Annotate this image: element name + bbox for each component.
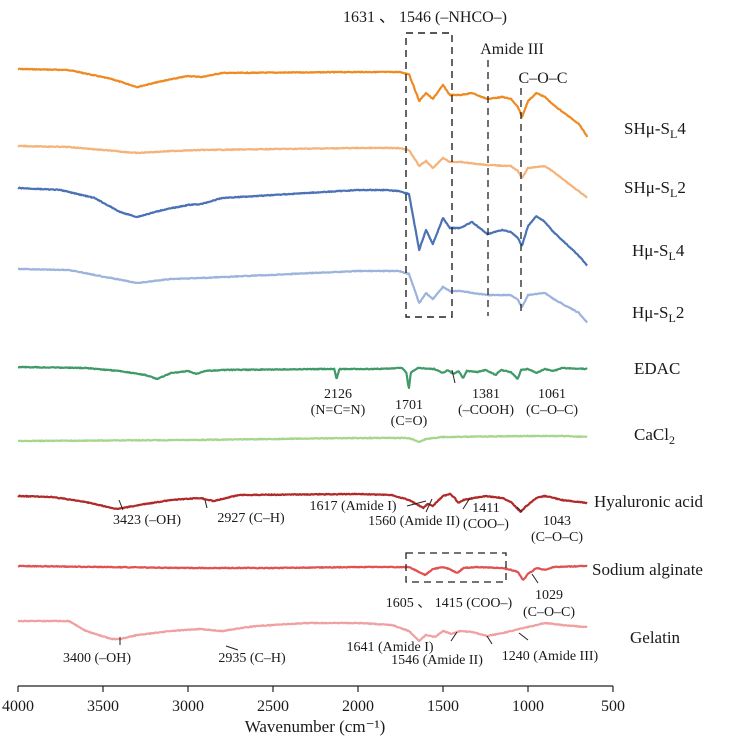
series-line-4 xyxy=(17,365,588,389)
edac-co-label: (C=O) xyxy=(391,414,428,429)
series-line-3 xyxy=(17,267,588,324)
gel-1240-label: 1240 (Amide III) xyxy=(502,649,599,664)
series-line-0 xyxy=(17,67,589,138)
x-tick-label-1500: 1500 xyxy=(427,698,459,715)
series-line-5 xyxy=(17,434,588,443)
series-line-1 xyxy=(17,144,588,199)
ha-coc-label: (C–O–C) xyxy=(531,530,583,545)
trace-label-hms4: Hμ-SL4 xyxy=(632,241,685,263)
trace-label-gelatin: Gelatin xyxy=(630,628,681,647)
x-tick-label-3000: 3000 xyxy=(172,698,204,715)
nhco-annotation: 1631 、 1546 (–NHCO–) xyxy=(343,9,507,26)
amide3-annotation: Amide III xyxy=(480,41,544,58)
ha-3423-label: 3423 (–OH) xyxy=(113,513,181,528)
nhco-dashed-box xyxy=(405,32,453,318)
trace-label-alginate: Sodium alginate xyxy=(592,560,703,579)
trace-label-shms4: SHμ-SL4 xyxy=(624,119,686,141)
series-line-8 xyxy=(17,619,588,643)
series-line-2 xyxy=(17,186,588,267)
trace-label-shms2: SHμ-SL2 xyxy=(624,178,686,200)
x-tick-label-3500: 3500 xyxy=(87,698,119,715)
gel-3400-label: 3400 (–OH) xyxy=(63,651,131,666)
ha-2927-label: 2927 (C–H) xyxy=(217,511,285,526)
ha-1043-label: 1043 xyxy=(543,514,571,529)
sa-1605-label: 1605 、 1415 (COO–) xyxy=(386,596,513,611)
annotation-leaders xyxy=(118,369,539,651)
trace-label-hms2: Hμ-SL2 xyxy=(632,303,684,325)
edac-cooh-label: (–COOH) xyxy=(458,403,514,418)
ha-1617-label: 1617 (Amide I) xyxy=(309,499,396,514)
alginate-dashed-box xyxy=(405,552,507,583)
edac-ncn-label: (N=C=N) xyxy=(311,403,366,418)
trace-labels: SHμ-SL4 SHμ-SL2 Hμ-SL4 Hμ-SL2 EDAC CaCl2… xyxy=(592,119,704,647)
edac-1701-label: 1701 xyxy=(395,398,423,413)
edac-coc-label: (C–O–C) xyxy=(526,403,578,418)
spectra-traces xyxy=(17,67,589,643)
gel-2935-label: 2935 (C–H) xyxy=(218,651,286,666)
edac-2126-label: 2126 xyxy=(324,387,352,402)
x-tick-label-2000: 2000 xyxy=(342,698,374,715)
trace-label-edac: EDAC xyxy=(634,359,680,378)
sa-coc-label: (C–O–C) xyxy=(523,605,575,620)
coc-annotation: C–O–C xyxy=(519,70,568,87)
sa-1029-label: 1029 xyxy=(535,588,563,603)
x-tick-label-500: 500 xyxy=(601,698,625,715)
trace-label-hyaluronic: Hyaluronic acid xyxy=(594,492,704,511)
ha-1411-label: 1411 xyxy=(472,501,499,516)
edac-1381-label: 1381 xyxy=(472,387,500,402)
ha-coo-label: (COO–) xyxy=(463,517,509,532)
x-axis-title: Wavenumber (cm⁻¹) xyxy=(245,717,386,736)
edac-1061-label: 1061 xyxy=(538,387,566,402)
peak-annotations: 2126 (N=C=N) 1701 (C=O) 1381 (–COOH) 106… xyxy=(63,387,599,668)
series-line-6 xyxy=(17,492,588,513)
x-tick-label-1000: 1000 xyxy=(512,698,544,715)
x-axis-ticks: 4000 3500 3000 2500 2000 1500 1000 500 xyxy=(2,686,625,715)
x-tick-label-2500: 2500 xyxy=(257,698,289,715)
series-line-7 xyxy=(17,564,588,581)
gel-1641-label: 1641 (Amide I) xyxy=(346,640,433,655)
ha-1560-label: 1560 (Amide II) xyxy=(368,514,460,529)
gel-1546-label: 1546 (Amide II) xyxy=(391,653,483,668)
x-tick-label-4000: 4000 xyxy=(2,698,34,715)
trace-label-cacl2: CaCl2 xyxy=(634,425,675,447)
